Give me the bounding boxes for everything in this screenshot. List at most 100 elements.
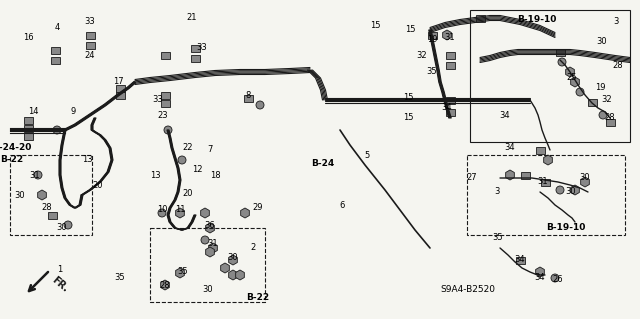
Bar — [588, 99, 596, 106]
Circle shape — [34, 171, 42, 179]
Bar — [445, 62, 454, 69]
Text: 34: 34 — [442, 103, 452, 113]
Text: 28: 28 — [42, 204, 52, 212]
Bar — [24, 124, 33, 131]
Polygon shape — [566, 67, 574, 77]
Text: 34: 34 — [505, 144, 515, 152]
Bar — [161, 100, 170, 107]
Text: 5: 5 — [364, 151, 370, 160]
Text: 32: 32 — [417, 50, 428, 60]
Bar — [161, 92, 170, 99]
Text: 21: 21 — [187, 13, 197, 23]
Polygon shape — [221, 263, 229, 273]
Polygon shape — [228, 255, 237, 265]
Text: 35: 35 — [178, 268, 188, 277]
Bar — [605, 118, 614, 125]
Bar — [51, 47, 60, 54]
Text: 20: 20 — [93, 181, 103, 189]
Text: B-19-10: B-19-10 — [517, 16, 557, 25]
Circle shape — [164, 126, 172, 134]
Circle shape — [576, 88, 584, 96]
Text: 7: 7 — [207, 145, 212, 154]
Text: FR.: FR. — [50, 275, 70, 294]
Polygon shape — [205, 247, 214, 257]
Polygon shape — [205, 223, 214, 233]
Text: 3: 3 — [494, 188, 500, 197]
Polygon shape — [241, 208, 250, 218]
Text: B-24: B-24 — [312, 159, 335, 167]
Circle shape — [158, 209, 166, 217]
Text: 31: 31 — [445, 33, 455, 42]
Bar — [191, 55, 200, 62]
Text: B-22: B-22 — [1, 155, 24, 165]
Text: 32: 32 — [602, 95, 612, 105]
Circle shape — [64, 221, 72, 229]
Text: 29: 29 — [253, 203, 263, 211]
Text: 4: 4 — [54, 24, 60, 33]
Text: 33: 33 — [84, 18, 95, 26]
Circle shape — [53, 126, 61, 134]
Polygon shape — [571, 185, 579, 195]
Polygon shape — [580, 177, 589, 187]
Text: 25: 25 — [567, 73, 577, 83]
Bar — [243, 94, 253, 101]
Bar — [515, 256, 525, 263]
Text: 30: 30 — [228, 254, 238, 263]
Text: 17: 17 — [113, 78, 124, 86]
Bar — [536, 146, 545, 153]
Polygon shape — [161, 280, 170, 290]
Polygon shape — [228, 270, 237, 280]
Text: 6: 6 — [339, 201, 345, 210]
Bar — [86, 41, 95, 48]
Bar — [541, 179, 550, 186]
Text: 35: 35 — [427, 68, 437, 77]
Bar — [556, 48, 564, 56]
Polygon shape — [506, 170, 515, 180]
Text: 9: 9 — [70, 108, 76, 116]
Text: 15: 15 — [403, 114, 413, 122]
Text: 22: 22 — [183, 144, 193, 152]
Text: 34: 34 — [534, 273, 545, 283]
Text: 1: 1 — [58, 265, 63, 275]
Text: 24: 24 — [84, 50, 95, 60]
Bar — [470, 10, 630, 142]
Bar — [476, 14, 484, 21]
Bar — [191, 44, 200, 51]
Bar — [115, 92, 125, 99]
Polygon shape — [201, 208, 209, 218]
Text: 16: 16 — [22, 33, 33, 42]
Bar — [161, 51, 170, 58]
Text: B-19-10: B-19-10 — [547, 224, 586, 233]
Polygon shape — [175, 208, 184, 218]
Bar — [10, 155, 92, 235]
Text: 35: 35 — [493, 234, 503, 242]
Text: 2: 2 — [250, 243, 255, 253]
Polygon shape — [443, 30, 451, 40]
Bar — [520, 172, 529, 179]
Text: 14: 14 — [28, 108, 38, 116]
Bar — [445, 51, 454, 58]
Polygon shape — [536, 267, 545, 277]
Circle shape — [558, 58, 566, 66]
Bar — [445, 97, 454, 103]
Text: 19: 19 — [427, 35, 437, 44]
Bar — [24, 116, 33, 123]
Polygon shape — [571, 77, 579, 87]
Text: 13: 13 — [150, 170, 160, 180]
Circle shape — [178, 156, 186, 164]
Bar — [445, 108, 454, 115]
Text: 35: 35 — [115, 273, 125, 283]
Text: 13: 13 — [82, 155, 92, 165]
Polygon shape — [38, 190, 46, 200]
Text: 33: 33 — [152, 95, 163, 105]
Bar — [86, 32, 95, 39]
Text: 28: 28 — [612, 61, 623, 70]
Text: 20: 20 — [183, 189, 193, 197]
Bar — [47, 211, 56, 219]
Circle shape — [599, 111, 607, 119]
Polygon shape — [209, 243, 218, 253]
Text: 36: 36 — [205, 220, 216, 229]
Text: 3: 3 — [613, 18, 619, 26]
Bar — [467, 155, 625, 235]
Text: 8: 8 — [245, 91, 251, 100]
